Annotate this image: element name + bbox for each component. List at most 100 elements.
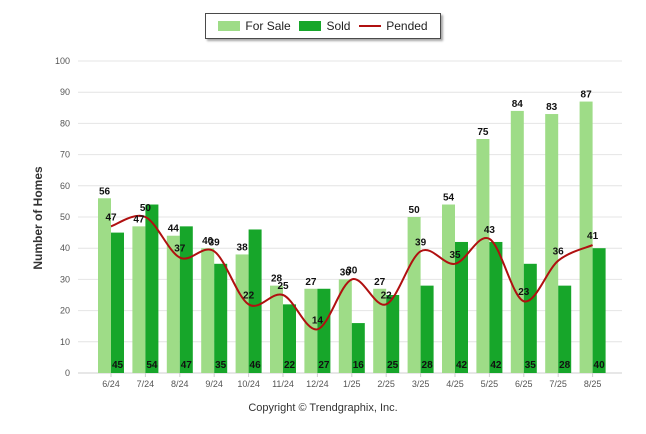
bar-sold xyxy=(283,304,296,373)
bar-for-sale xyxy=(442,204,455,373)
x-tick-label: 8/24 xyxy=(171,379,189,389)
legend-swatch-for-sale xyxy=(218,21,241,31)
y-tick-label: 50 xyxy=(60,212,70,222)
bar-sold xyxy=(420,285,434,373)
x-tick-label: 6/24 xyxy=(102,379,120,389)
y-tick-label: 80 xyxy=(60,118,70,128)
bar-sold xyxy=(145,204,159,373)
data-label-for-sale: 47 xyxy=(133,214,145,225)
y-axis-label: Number of Homes xyxy=(31,166,45,270)
data-label-pended: 36 xyxy=(553,247,565,258)
bar-sold xyxy=(592,248,606,373)
copyright-text: Copyright © Trendgraphix, Inc. xyxy=(248,402,398,414)
y-tick-label: 40 xyxy=(60,243,70,253)
data-label-pended: 22 xyxy=(381,290,393,301)
data-label-for-sale: 84 xyxy=(512,99,524,110)
bar-for-sale xyxy=(166,235,180,373)
data-label-sold: 47 xyxy=(181,360,193,371)
data-label-pended: 47 xyxy=(105,212,117,223)
y-tick-label: 0 xyxy=(65,368,70,378)
data-label-for-sale: 27 xyxy=(374,277,386,288)
y-tick-label: 30 xyxy=(60,274,70,284)
x-tick-label: 2/25 xyxy=(377,379,395,389)
bar-sold xyxy=(386,295,400,373)
data-label-for-sale: 38 xyxy=(237,242,249,253)
x-tick-label: 10/24 xyxy=(237,379,260,389)
legend-label-for-sale: For Sale xyxy=(245,19,291,33)
data-label-for-sale: 40 xyxy=(202,236,214,247)
data-label-for-sale: 56 xyxy=(99,186,111,197)
pended-line xyxy=(110,214,594,331)
legend-label-pended: Pended xyxy=(386,19,428,33)
data-label-sold: 28 xyxy=(559,360,571,371)
bar-for-sale xyxy=(201,248,215,373)
legend-swatch-pended xyxy=(359,25,382,27)
data-label-pended: 30 xyxy=(346,265,358,276)
data-label-for-sale: 83 xyxy=(546,102,558,113)
data-label-pended: 43 xyxy=(484,225,496,236)
data-label-pended: 35 xyxy=(449,250,461,261)
data-label-sold: 42 xyxy=(490,360,502,371)
x-tick-label: 8/25 xyxy=(584,379,602,389)
bar-for-sale xyxy=(545,114,559,373)
data-label-for-sale: 50 xyxy=(409,205,421,216)
data-label-pended: 39 xyxy=(415,237,427,248)
bar-for-sale xyxy=(510,110,524,374)
bar-sold xyxy=(111,232,124,373)
x-tick-label: 4/25 xyxy=(446,379,464,389)
bar-sold xyxy=(489,241,503,373)
data-label-sold: 45 xyxy=(112,360,124,371)
data-label-pended: 22 xyxy=(243,290,255,301)
bar-for-sale xyxy=(235,254,249,373)
data-label-pended: 37 xyxy=(174,244,186,255)
bar-sold xyxy=(317,288,331,373)
bar-for-sale xyxy=(579,101,593,373)
data-label-sold: 35 xyxy=(215,360,227,371)
legend-item-for-sale[interactable]: For Sale xyxy=(218,19,291,33)
data-label-pended: 14 xyxy=(312,315,324,326)
y-tick-label: 20 xyxy=(60,306,70,316)
x-tick-label: 6/25 xyxy=(515,379,533,389)
bar-for-sale xyxy=(132,226,146,373)
x-tick-label: 3/25 xyxy=(412,379,430,389)
bar-sold xyxy=(179,226,193,373)
data-label-pended: 25 xyxy=(277,281,289,292)
bar-for-sale xyxy=(338,279,352,373)
legend-label-sold: Sold xyxy=(326,19,351,33)
data-label-for-sale: 75 xyxy=(477,127,489,138)
x-tick-label: 9/24 xyxy=(205,379,223,389)
x-tick-label: 1/25 xyxy=(343,379,361,389)
x-tick-label: 12/24 xyxy=(306,379,329,389)
bar-sold xyxy=(558,285,572,373)
data-label-for-sale: 30 xyxy=(340,267,352,278)
bar-sold xyxy=(248,229,262,373)
data-label-for-sale: 44 xyxy=(168,224,180,235)
legend-item-sold[interactable]: Sold xyxy=(299,19,350,33)
data-label-sold: 28 xyxy=(422,360,434,371)
data-label-sold: 46 xyxy=(250,360,262,371)
data-label-sold: 16 xyxy=(353,360,365,371)
data-label-sold: 25 xyxy=(387,360,399,371)
bar-for-sale xyxy=(476,139,490,373)
data-label-sold: 27 xyxy=(318,360,330,371)
bar-sold xyxy=(523,263,537,373)
y-tick-label: 70 xyxy=(60,150,70,160)
data-label-sold: 54 xyxy=(146,360,158,371)
data-label-sold: 42 xyxy=(456,360,468,371)
y-tick-label: 60 xyxy=(60,181,70,191)
data-label-sold: 35 xyxy=(525,360,537,371)
data-label-for-sale: 27 xyxy=(305,277,317,288)
bar-for-sale xyxy=(304,288,318,373)
bar-for-sale xyxy=(270,285,283,373)
bar-sold xyxy=(351,323,365,373)
data-label-for-sale: 28 xyxy=(271,274,283,285)
data-label-sold: 22 xyxy=(284,360,296,371)
x-tick-label: 11/24 xyxy=(272,379,294,389)
bar-sold xyxy=(214,263,228,373)
data-label-pended: 41 xyxy=(587,231,599,242)
y-tick-label: 100 xyxy=(55,56,70,66)
legend-swatch-sold xyxy=(299,21,322,31)
legend-item-pended[interactable]: Pended xyxy=(359,19,428,33)
data-label-sold: 40 xyxy=(594,360,606,371)
